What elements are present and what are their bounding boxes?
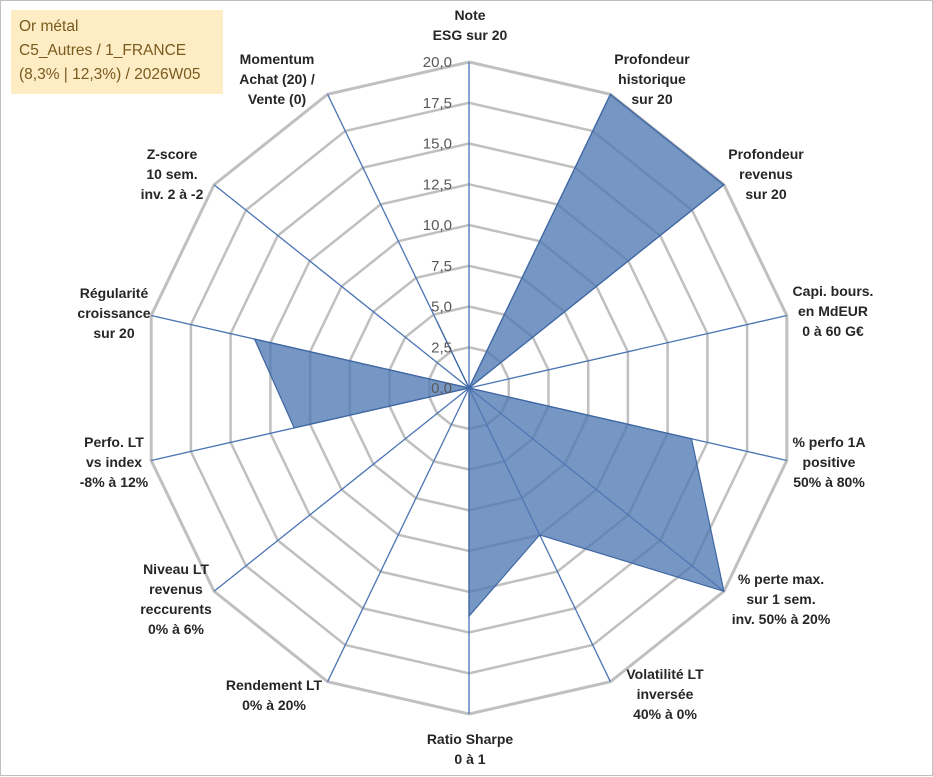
info-box: Or métal C5_Autres / 1_FRANCE (8,3% | 12… xyxy=(11,10,223,94)
axis-label: inv. 2 à -2 xyxy=(141,186,204,202)
axis-label: % perte max. xyxy=(738,571,824,587)
axis-label: Note xyxy=(454,7,485,23)
axis-label: Rendement LT xyxy=(226,677,323,693)
tick-label: 0,0 xyxy=(431,380,452,397)
axis-label: Perfo. LT xyxy=(84,434,144,450)
axis-label: sur 20 xyxy=(631,91,672,107)
axis-label: Achat (20) / xyxy=(239,71,315,87)
axis-label: 0 à 60 G€ xyxy=(802,323,864,339)
axis-label: Niveau LT xyxy=(143,561,209,577)
tick-label: 2,5 xyxy=(431,339,452,356)
info-asset-name: Or métal xyxy=(19,18,79,35)
axis-label: Ratio Sharpe xyxy=(427,731,514,747)
axis-spoke xyxy=(468,314,787,389)
axis-label: Régularité xyxy=(80,285,149,301)
axis-label: 0% à 6% xyxy=(148,621,205,637)
axis-label: inversée xyxy=(637,686,694,702)
axis-label: croissance xyxy=(77,305,150,321)
axis-label: revenus xyxy=(739,166,793,182)
axis-label: positive xyxy=(803,454,856,470)
axis-label: sur 20 xyxy=(93,325,134,341)
tick-label: 7,5 xyxy=(431,258,452,275)
axis-label: Profondeur xyxy=(728,146,804,162)
axis-label: sur 1 sem. xyxy=(746,591,815,607)
tick-labels: 0,0 2,5 5,0 7,5 10,0 12,5 15,0 17,5 20,0 xyxy=(423,54,452,397)
axis-spoke xyxy=(213,184,470,389)
series-area xyxy=(253,93,725,618)
info-category: C5_Autres / 1_FRANCE xyxy=(19,42,187,59)
tick-label: 5,0 xyxy=(431,299,452,316)
axis-label: Z-score xyxy=(147,146,198,162)
axis-label: % perfo 1A xyxy=(792,434,865,450)
axis-label: 0 à 1 xyxy=(454,751,485,767)
axis-label: Capi. bours. xyxy=(793,283,874,299)
axis-label: inv. 50% à 20% xyxy=(732,611,831,627)
axis-label: vs index xyxy=(86,454,142,470)
axis-label: 0% à 20% xyxy=(242,697,306,713)
axis-labels: Note ESG sur 20 Profondeur historique sur 20… xyxy=(77,7,873,767)
info-stats: (8,3% | 12,3%) / 2026W05 xyxy=(19,66,201,83)
tick-label: 15,0 xyxy=(423,136,452,153)
tick-label: 20,0 xyxy=(423,54,452,71)
axis-label: Vente (0) xyxy=(248,91,306,107)
axis-label: reccurents xyxy=(140,601,212,617)
axis-label: Profondeur xyxy=(614,51,690,67)
axis-label: Momentum xyxy=(240,51,315,67)
axis-spoke xyxy=(213,387,470,592)
tick-label: 17,5 xyxy=(423,95,452,112)
axis-label: 10 sem. xyxy=(146,166,197,182)
axis-label: Volatilité LT xyxy=(626,666,704,682)
tick-label: 12,5 xyxy=(423,176,452,193)
axis-label: sur 20 xyxy=(745,186,786,202)
axis-spoke xyxy=(327,387,470,682)
axis-label: historique xyxy=(618,71,686,87)
axis-label: 40% à 0% xyxy=(633,706,697,722)
axis-label: -8% à 12% xyxy=(80,474,149,490)
axis-label: ESG sur 20 xyxy=(433,27,508,43)
axis-label: revenus xyxy=(149,581,203,597)
axis-label: 50% à 80% xyxy=(793,474,865,490)
tick-label: 10,0 xyxy=(423,217,452,234)
axis-label: en MdEUR xyxy=(798,303,868,319)
series-layer xyxy=(253,93,725,618)
